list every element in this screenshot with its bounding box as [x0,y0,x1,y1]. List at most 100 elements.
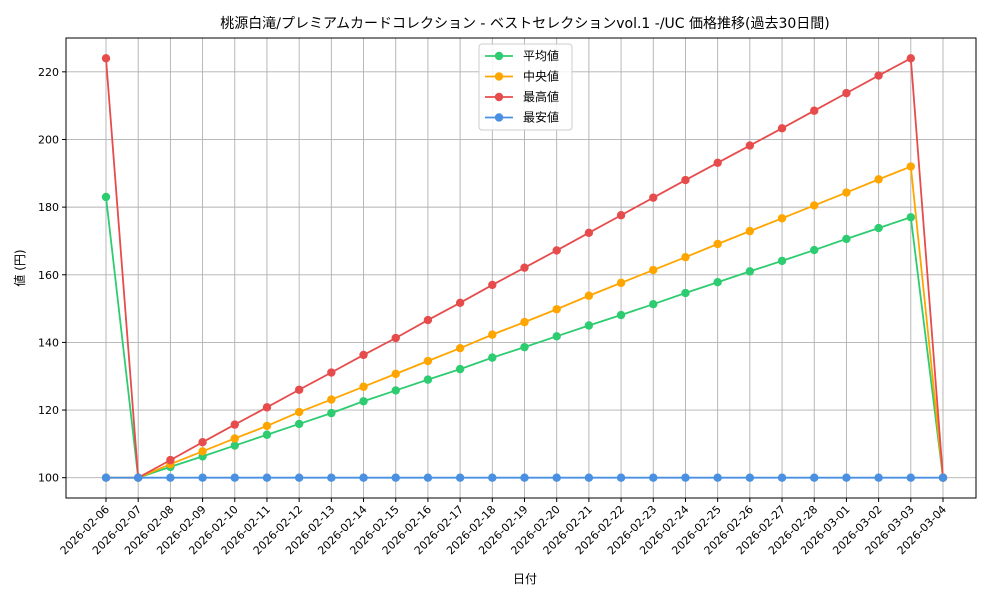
data-point [101,54,111,63]
data-point [906,162,916,171]
legend-box [478,43,573,131]
data-point [745,267,755,276]
legend-entry: 平均値 [485,48,559,63]
data-point [488,353,497,362]
data-point [584,291,594,300]
data-point [327,368,336,377]
data-point [874,473,883,482]
x-axis-label: 日付 [513,572,537,586]
legend-label: 平均値 [523,48,559,63]
data-point [584,473,594,482]
data-point [423,315,433,325]
data-point [552,332,561,341]
data-point [649,299,658,309]
data-point [359,382,368,391]
legend-swatch-marker [494,113,504,122]
data-point [391,369,400,379]
data-point [423,356,433,366]
data-point [713,473,722,482]
data-point [230,473,239,482]
data-point [294,407,304,417]
chart-title: 桃源白滝/プレミアムカードコレクション - ベストセレクションvol.1 -/U… [220,16,830,32]
x-axis: 2026-02-062026-02-072026-02-082026-02-09… [58,498,949,557]
data-point [359,397,368,406]
data-point [938,473,948,482]
data-point [262,430,272,439]
series-4 [101,473,948,482]
data-point [262,403,272,412]
data-point [166,455,175,465]
legend-swatch-marker [494,72,504,81]
data-point [198,447,207,456]
data-point [777,473,787,482]
data-point [906,473,916,482]
data-point [810,245,819,255]
data-point [101,192,111,202]
data-point [552,246,561,255]
data-point [359,350,368,360]
legend-label: 最安値 [523,110,559,125]
data-point [488,280,497,290]
data-point [681,175,690,185]
data-point [198,437,207,447]
data-point [455,343,465,353]
data-point [584,228,594,238]
data-point [391,333,400,343]
data-point [842,473,851,482]
data-point [616,310,626,320]
data-point [906,54,916,63]
data-point [584,321,594,330]
y-tick-label: 140 [38,336,59,349]
y-axis: 100 120 140 160 180 200 220 [38,66,66,485]
y-tick-label: 160 [38,269,59,282]
series-3 [101,54,948,482]
data-point [294,473,304,482]
data-point [488,473,497,482]
data-point [455,364,465,374]
data-point [359,473,368,482]
data-point [681,473,690,482]
legend-entry: 最安値 [485,110,559,125]
data-point [842,188,851,197]
data-point [294,385,304,394]
data-point [552,305,561,314]
data-point [649,265,658,275]
y-tick-label: 180 [38,201,59,214]
data-point [198,473,207,482]
data-point [842,88,851,98]
legend-swatch-marker [494,92,504,102]
data-point [520,473,529,482]
data-point [133,473,143,482]
data-point [327,473,336,482]
data-point [616,211,626,220]
legend-label: 最高値 [523,89,559,104]
data-point [520,342,529,352]
data-point [327,408,336,418]
data-point [874,175,883,184]
data-point [488,330,497,339]
data-point [713,278,722,287]
plot-frame [65,37,977,499]
data-point [745,473,755,482]
data-point [230,434,239,443]
data-point [520,263,529,272]
y-tick-label: 200 [38,133,59,146]
data-point [777,124,787,133]
data-point [681,288,690,298]
data-point [423,375,433,384]
data-point [101,473,111,482]
data-point [842,234,851,244]
data-point [681,252,690,262]
data-point [810,473,819,482]
data-point [745,226,755,236]
data-point [713,158,722,168]
data-point [262,421,272,431]
data-point [777,214,787,223]
series-layer [101,54,948,482]
data-point [520,317,529,327]
data-point [423,473,433,482]
data-point [455,298,465,308]
legend-entry: 最高値 [485,89,559,104]
